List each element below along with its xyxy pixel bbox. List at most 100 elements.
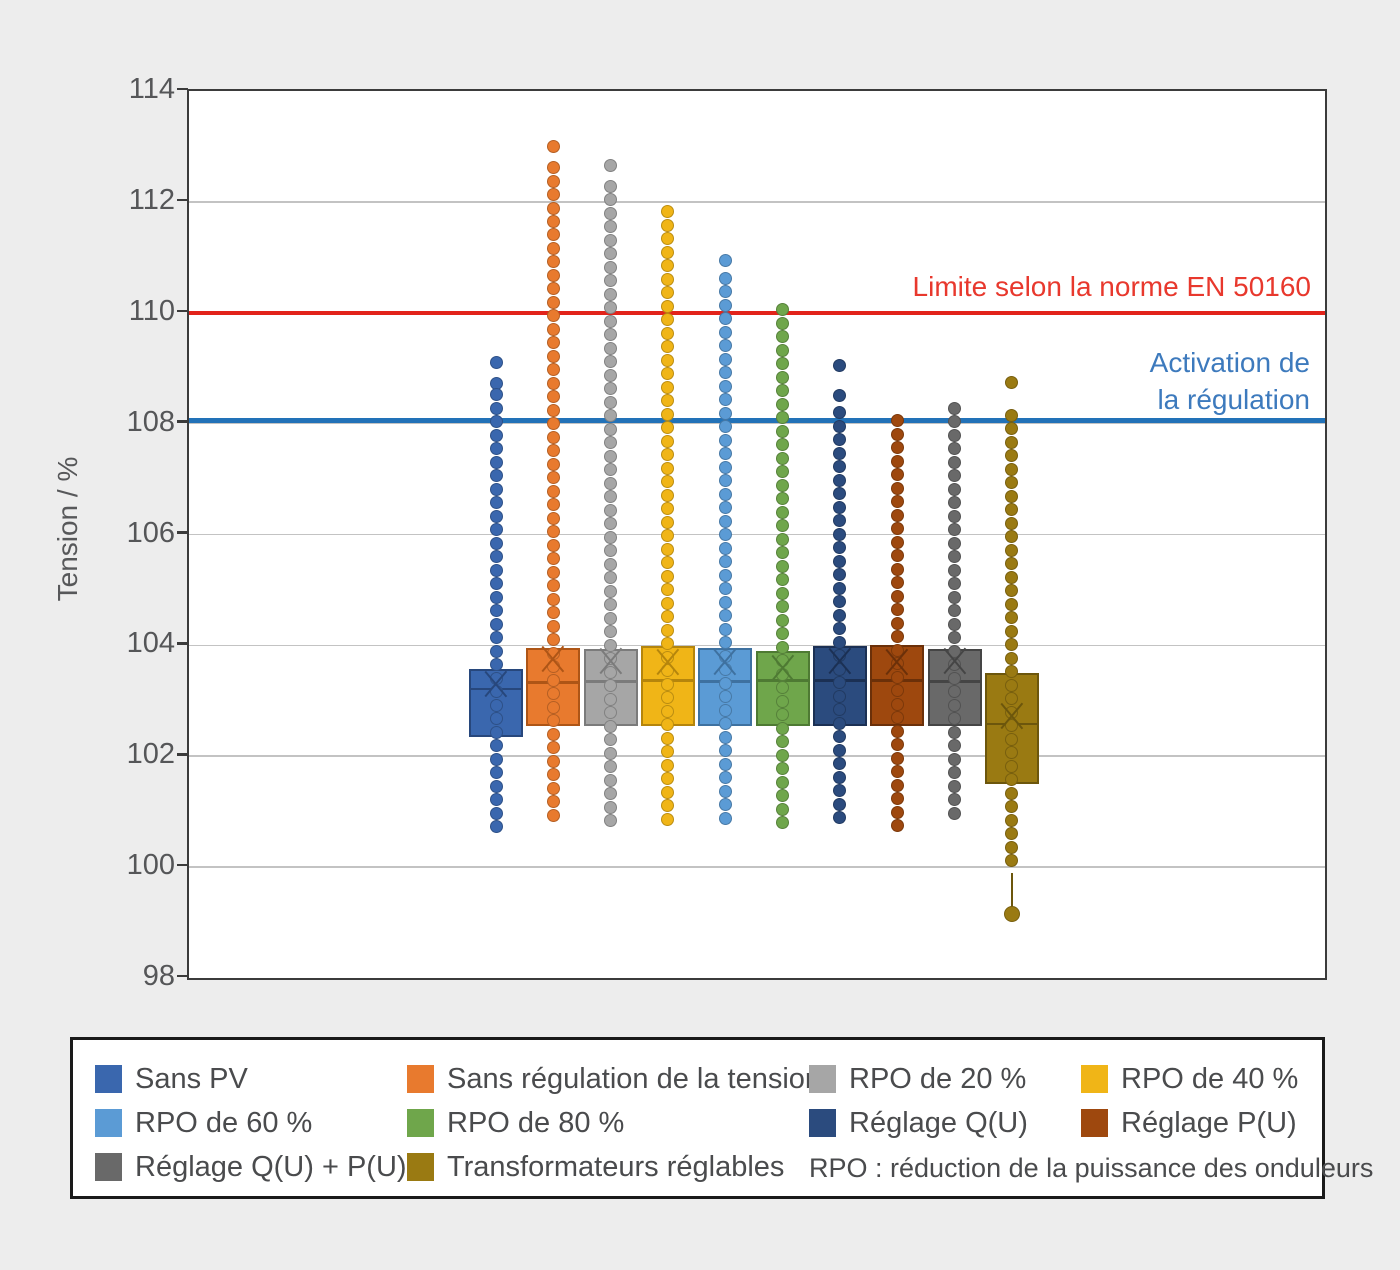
data-dot: [718, 541, 732, 555]
data-dot: [489, 388, 503, 402]
data-dot: [1005, 375, 1019, 389]
data-dot: [546, 700, 560, 714]
data-dot: [718, 460, 732, 474]
data-dot: [546, 403, 560, 417]
legend-note: RPO : réduction de la puissance des ondu…: [809, 1153, 1374, 1183]
data-dot: [546, 430, 560, 444]
mean-marker: [829, 648, 851, 674]
y-tick-label: 108: [126, 405, 175, 438]
mean-marker: [714, 649, 736, 675]
data-dot: [948, 428, 962, 442]
data-dot: [661, 245, 675, 259]
data-dot: [833, 473, 847, 487]
data-dot: [948, 739, 962, 753]
data-dot: [1005, 489, 1019, 503]
data-dot: [604, 436, 618, 450]
data-dot: [546, 552, 560, 566]
legend-swatch: [809, 1065, 836, 1093]
data-dot: [661, 407, 675, 421]
data-dot: [604, 328, 618, 342]
data-dot: [833, 703, 847, 717]
data-dot: [833, 689, 847, 703]
data-dot: [890, 454, 904, 468]
data-dot: [718, 271, 732, 285]
data-dot: [833, 757, 847, 770]
legend-swatch: [95, 1065, 122, 1093]
y-tick-mark: [177, 309, 188, 313]
data-dot: [718, 528, 732, 542]
data-dot: [776, 424, 790, 438]
data-dot: [948, 590, 962, 604]
data-dot: [1005, 584, 1019, 598]
data-dot: [604, 517, 618, 531]
data-dot: [604, 692, 618, 706]
data-dot: [948, 631, 962, 645]
data-dot: [1005, 516, 1019, 530]
data-dot: [833, 446, 847, 460]
data-dot: [661, 421, 675, 435]
data-dot: [890, 427, 904, 441]
data-dot: [661, 502, 675, 516]
data-dot: [890, 684, 904, 698]
data-dot: [1005, 435, 1019, 449]
data-dot: [489, 428, 503, 442]
data-dot: [546, 619, 560, 633]
data-dot: [833, 419, 847, 433]
data-dot: [661, 367, 675, 381]
data-dot: [718, 568, 732, 582]
limit-line-label: Limite selon la norme EN 50160: [912, 271, 1311, 302]
data-dot: [948, 442, 962, 456]
data-dot: [890, 535, 904, 549]
data-dot: [833, 608, 847, 622]
data-dot: [604, 611, 618, 625]
data-dot: [776, 802, 790, 816]
data-dot: [833, 541, 847, 555]
data-dot: [661, 286, 675, 300]
data-dot: [718, 474, 732, 488]
data-dot: [546, 174, 560, 188]
data-dot: [776, 816, 790, 830]
data-dot: [833, 811, 847, 824]
data-dot: [948, 712, 962, 726]
data-dot: [718, 717, 732, 731]
data-dot: [546, 139, 560, 153]
data-dot: [661, 515, 675, 529]
data-dot: [833, 487, 847, 501]
data-dot: [776, 681, 790, 695]
data-dot: [546, 309, 560, 323]
data-dot: [546, 714, 560, 728]
data-dot: [776, 573, 790, 587]
data-dot: [776, 397, 790, 411]
y-tick-mark: [177, 87, 188, 91]
data-dot: [890, 630, 904, 644]
data-dot: [661, 340, 675, 354]
legend-swatch: [1081, 1109, 1108, 1137]
data-dot: [546, 282, 560, 296]
data-dot: [718, 798, 732, 812]
legend-swatch: [407, 1109, 434, 1137]
data-dot: [776, 600, 790, 614]
data-dot: [546, 214, 560, 228]
data-dot: [661, 218, 675, 232]
data-dot: [718, 514, 732, 528]
data-dot: [833, 514, 847, 528]
data-dot: [661, 529, 675, 543]
data-dot: [489, 550, 503, 564]
data-dot: [489, 712, 503, 726]
data-dot: [776, 465, 790, 479]
data-dot: [948, 725, 962, 739]
y-tick-label: 102: [126, 738, 175, 771]
data-dot: [489, 577, 503, 591]
data-dot: [661, 475, 675, 489]
data-dot: [833, 358, 847, 372]
data-dot: [604, 719, 618, 733]
data-dot: [546, 606, 560, 620]
data-dot: [604, 260, 618, 274]
data-dot: [661, 731, 675, 745]
data-dot: [890, 792, 904, 806]
data-dot: [948, 617, 962, 631]
mean-marker: [772, 655, 794, 681]
y-tick-label: 100: [126, 849, 175, 882]
data-dot: [1005, 449, 1019, 463]
legend-swatch: [95, 1109, 122, 1137]
